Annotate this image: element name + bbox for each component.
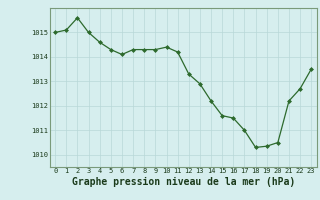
X-axis label: Graphe pression niveau de la mer (hPa): Graphe pression niveau de la mer (hPa) <box>72 177 295 187</box>
